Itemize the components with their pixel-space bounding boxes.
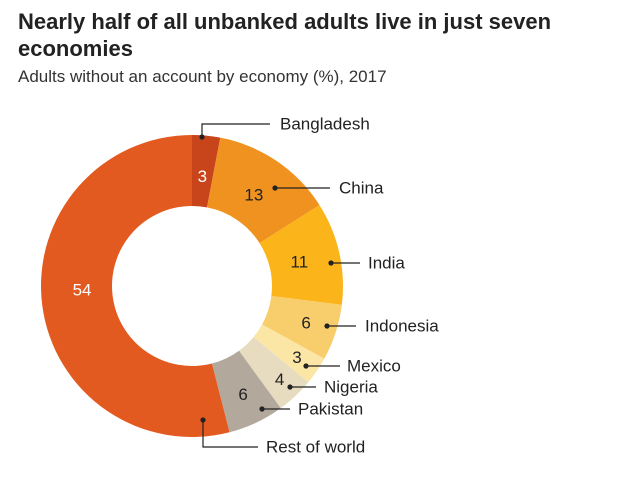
category-label-indonesia: Indonesia	[365, 317, 439, 336]
slice-indonesia	[262, 296, 342, 359]
slice-pakistan	[211, 350, 281, 433]
chart-subtitle: Adults without an account by economy (%)…	[18, 67, 387, 86]
value-label-nigeria: 4	[275, 370, 284, 389]
category-label-pakistan: Pakistan	[298, 400, 363, 419]
chart-title: Nearly half of all unbanked adults live …	[18, 9, 552, 61]
slice-china	[206, 137, 320, 244]
category-label-india: India	[368, 254, 405, 273]
category-label-nigeria: Nigeria	[324, 378, 378, 397]
value-label-china: 13	[244, 186, 263, 205]
slice-rest-of-world	[40, 135, 230, 437]
category-label-mexico: Mexico	[347, 357, 401, 376]
slice-bangladesh	[192, 135, 221, 208]
value-label-pakistan: 6	[238, 385, 247, 404]
category-label-bangladesh: Bangladesh	[280, 115, 370, 134]
value-label-rest-of-world: 54	[73, 280, 92, 299]
value-label-mexico: 3	[292, 348, 301, 367]
value-label-indonesia: 6	[301, 314, 310, 333]
category-label-rest-of-world: Rest of world	[266, 438, 365, 457]
value-label-bangladesh: 3	[198, 167, 207, 186]
leader-line-bangladesh	[201, 123, 270, 137]
value-label-india: 11	[291, 253, 309, 272]
category-label-china: China	[339, 179, 384, 198]
slice-india	[259, 205, 343, 305]
slice-nigeria	[239, 336, 309, 409]
leader-line-rest-of-world	[202, 420, 258, 448]
